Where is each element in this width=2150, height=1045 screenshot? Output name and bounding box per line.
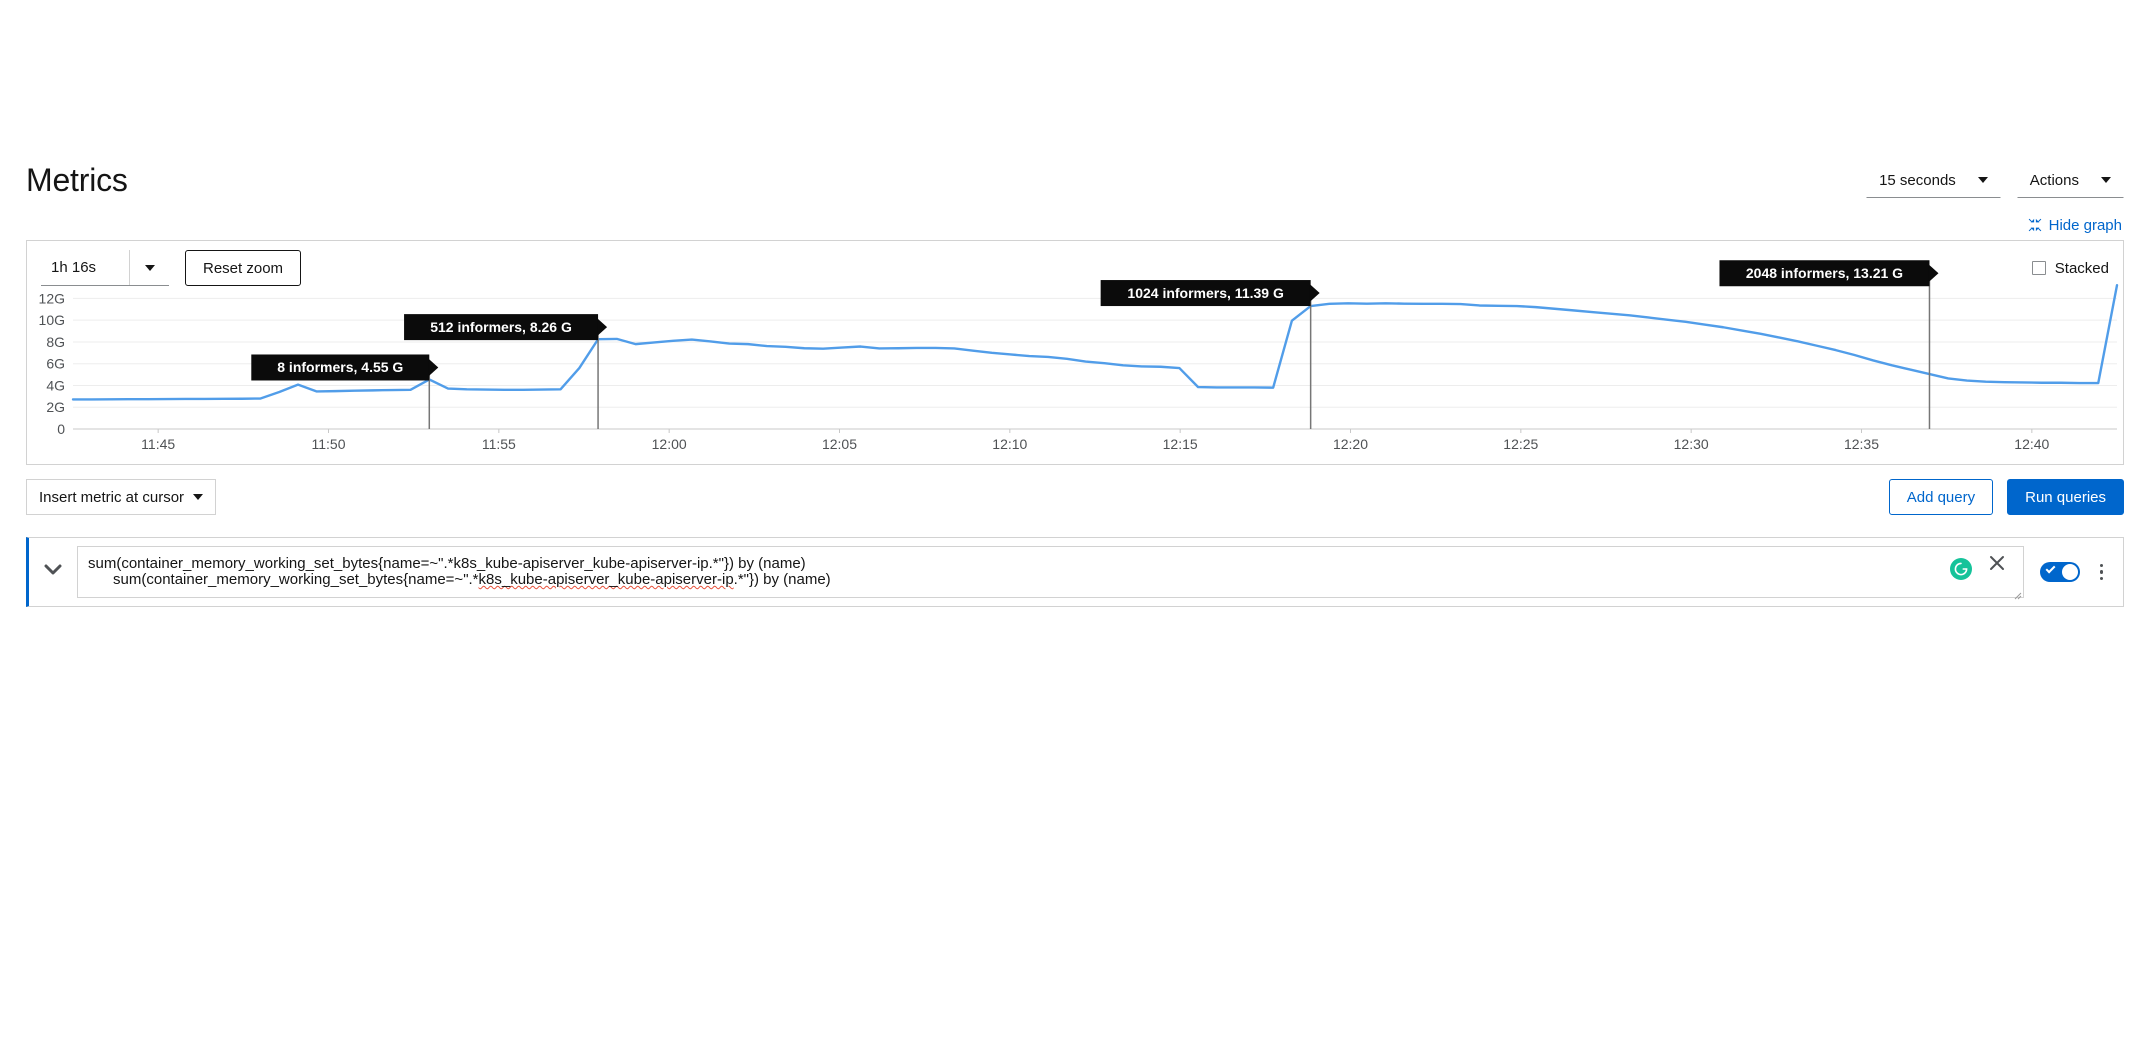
reset-zoom-button[interactable]: Reset zoom <box>185 250 302 286</box>
svg-text:4G: 4G <box>46 377 65 393</box>
svg-text:11:45: 11:45 <box>141 436 175 452</box>
svg-text:11:50: 11:50 <box>312 436 346 452</box>
chart-annotation: 512 informers, 8.26 G <box>404 314 608 341</box>
query-row: sum(container_memory_working_set_bytes{n… <box>26 537 2124 607</box>
chart-annotation: 2048 informers, 13.21 G <box>1719 260 1939 287</box>
run-queries-button[interactable]: Run queries <box>2007 479 2124 515</box>
add-query-button[interactable]: Add query <box>1888 479 1994 515</box>
svg-text:12:00: 12:00 <box>652 436 687 452</box>
svg-text:12G: 12G <box>39 290 65 306</box>
stacked-label: Stacked <box>2054 259 2109 277</box>
chart-canvas[interactable]: 12G 10G 8G 6G 4G 2G 0 11:45 11:50 11:55 12:00 12:05… <box>27 241 2123 464</box>
hide-graph-row: Hide graph <box>26 210 2124 240</box>
actions-menu-button[interactable]: Actions <box>2016 162 2124 198</box>
svg-text:12:25: 12:25 <box>1503 436 1538 452</box>
svg-text:12:40: 12:40 <box>2014 436 2049 452</box>
svg-text:11:55: 11:55 <box>482 436 516 452</box>
graph-toolbar: 1h 16s Reset zoom Stacked <box>27 241 2123 295</box>
svg-text:12:35: 12:35 <box>1844 436 1879 452</box>
graph-panel: 12G 10G 8G 6G 4G 2G 0 11:45 11:50 11:55 12:00 12:05… <box>26 240 2124 465</box>
insert-metric-label: Insert metric at cursor <box>39 488 185 506</box>
query-action-buttons: Add query Run queries <box>1888 479 2124 515</box>
svg-text:12:15: 12:15 <box>1163 436 1198 452</box>
query-input[interactable] <box>77 546 2024 598</box>
svg-text:1024 informers, 11.39 G: 1024 informers, 11.39 G <box>1127 285 1284 301</box>
query-input-wrapper: sum(container_memory_working_set_bytes{n… <box>77 538 2024 603</box>
expand-query-button[interactable] <box>29 538 77 606</box>
svg-text:8G: 8G <box>46 334 65 350</box>
grammarly-icon[interactable] <box>1949 558 1972 580</box>
query-controls: Insert metric at cursor Add query Run qu… <box>0 465 2150 515</box>
stacked-checkbox[interactable]: Stacked <box>2031 259 2109 277</box>
svg-text:512 informers, 8.26 G: 512 informers, 8.26 G <box>430 319 572 335</box>
check-icon <box>2045 563 2055 574</box>
svg-text:10G: 10G <box>39 312 65 328</box>
chevron-down-icon <box>129 250 169 285</box>
svg-text:2048 informers, 13.21 G: 2048 informers, 13.21 G <box>1746 265 1903 281</box>
hide-graph-label: Hide graph <box>2048 216 2122 234</box>
page-header: Metrics 15 seconds Actions <box>0 150 2150 210</box>
chart-annotation: 8 informers, 4.55 G <box>251 354 439 381</box>
svg-text:8 informers, 4.55 G: 8 informers, 4.55 G <box>277 359 403 375</box>
hide-graph-button[interactable]: Hide graph <box>2028 217 2122 234</box>
svg-text:12:05: 12:05 <box>822 436 857 452</box>
graph-section: Hide graph 12G 10G 8G 6G 4G 2G 0 11:45 11:50 11:5… <box>0 210 2150 465</box>
toggle-knob <box>2061 564 2078 580</box>
actions-label: Actions <box>2029 171 2079 189</box>
insert-metric-select[interactable]: Insert metric at cursor <box>26 479 216 515</box>
refresh-interval-select[interactable]: 15 seconds <box>1866 162 2001 198</box>
svg-text:0: 0 <box>57 421 65 437</box>
time-span-select[interactable]: 1h 16s <box>41 250 169 286</box>
svg-text:2G: 2G <box>46 399 65 415</box>
chevron-down-icon <box>44 563 62 581</box>
stacked-checkbox-box[interactable] <box>2031 261 2046 275</box>
time-span-value: 1h 16s <box>51 259 97 276</box>
metrics-line-chart: 12G 10G 8G 6G 4G 2G 0 11:45 11:50 11:55 12:00 12:05… <box>39 260 2119 452</box>
compress-icon <box>2028 218 2042 232</box>
header-actions: 15 seconds Actions <box>1866 162 2124 198</box>
chart-annotation: 1024 informers, 11.39 G <box>1100 280 1320 307</box>
query-row-controls <box>2024 538 2124 606</box>
svg-text:6G: 6G <box>46 356 65 372</box>
kebab-menu-icon[interactable] <box>2096 560 2108 585</box>
clear-query-icon[interactable] <box>1986 552 2008 574</box>
chevron-down-icon <box>193 494 203 500</box>
chevron-down-icon <box>2101 177 2111 183</box>
svg-text:12:30: 12:30 <box>1674 436 1709 452</box>
svg-text:12:10: 12:10 <box>992 436 1027 452</box>
query-enabled-toggle[interactable] <box>2039 562 2080 582</box>
page-title: Metrics <box>26 162 128 198</box>
svg-text:12:20: 12:20 <box>1333 436 1368 452</box>
refresh-interval-value: 15 seconds <box>1879 171 1956 189</box>
chevron-down-icon <box>1977 177 1988 183</box>
